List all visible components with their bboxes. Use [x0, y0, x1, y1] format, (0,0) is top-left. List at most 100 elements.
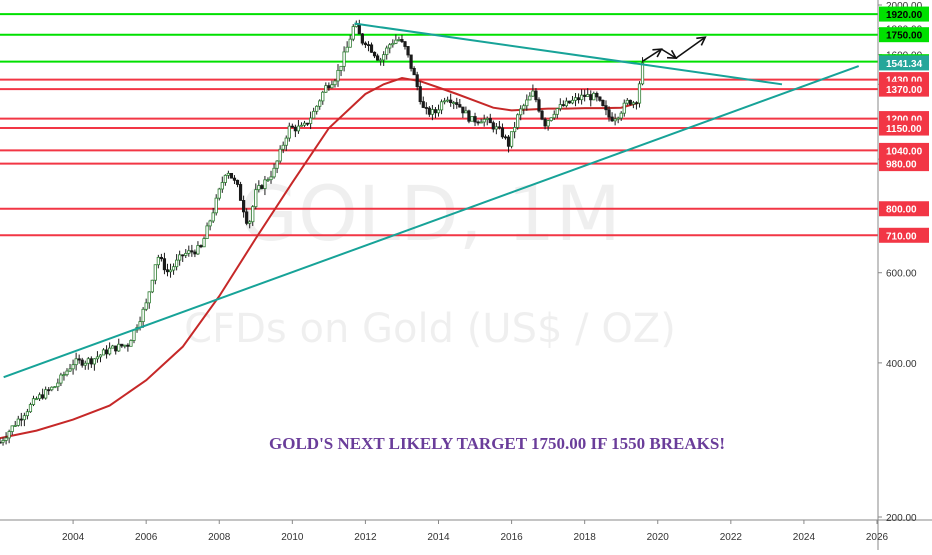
candle-body	[153, 264, 157, 281]
candle-body	[68, 368, 72, 372]
candle-body	[62, 374, 66, 377]
candle-body	[610, 116, 614, 122]
moving-average-line	[0, 76, 640, 440]
candle-body	[104, 349, 109, 355]
trendlines	[3, 22, 860, 379]
level-tag-1920.00	[879, 6, 929, 22]
candle-body	[379, 59, 383, 62]
level-tag-label: 1370.00	[886, 85, 923, 96]
candle-body	[184, 252, 188, 256]
candle-body	[525, 99, 529, 107]
candle-body	[589, 94, 593, 101]
candle-body	[56, 382, 60, 388]
candle-body	[394, 39, 398, 44]
candle-body	[385, 47, 389, 56]
candle-body	[357, 24, 361, 35]
candle-body	[570, 99, 575, 104]
projection-arrows	[642, 36, 707, 62]
moving-average	[0, 76, 640, 440]
candle-body	[120, 343, 124, 347]
candle-body	[147, 291, 151, 304]
level-tag-label: 710.00	[886, 231, 917, 242]
level-tag-1750.00	[879, 27, 929, 43]
candle-body	[315, 105, 319, 112]
x-tick-label: 2026	[866, 532, 889, 543]
candle-body	[205, 225, 209, 240]
x-tick-label: 2020	[647, 532, 670, 543]
candle-body	[223, 174, 227, 183]
candle-body	[299, 124, 304, 127]
candle-body	[272, 167, 276, 178]
candle-body	[31, 398, 36, 405]
level-tag-label: 800.00	[886, 205, 917, 216]
candle-body	[607, 109, 611, 118]
candle-body	[123, 344, 127, 347]
x-tick-label: 2014	[427, 532, 450, 543]
level-tag-710.00	[879, 227, 929, 243]
candle-body	[321, 91, 325, 102]
candle-body	[111, 345, 115, 349]
candle-body	[369, 44, 374, 53]
candle-body	[540, 110, 544, 120]
candle-body	[175, 259, 179, 268]
x-tick-label: 2006	[135, 532, 158, 543]
candle-body	[41, 394, 45, 399]
candle-body	[345, 46, 349, 53]
candle-body	[114, 345, 118, 352]
candle-body	[637, 83, 642, 104]
projection-arrow-1	[642, 48, 662, 62]
candle-body	[47, 389, 51, 392]
candle-body	[4, 437, 8, 441]
candle-body	[491, 122, 495, 130]
level-tag-1370.00	[879, 81, 929, 97]
candle-body	[476, 121, 480, 124]
candle-body	[86, 358, 90, 364]
candle-body	[576, 97, 581, 101]
candle-body	[296, 125, 301, 132]
candle-body	[22, 415, 26, 421]
candle-body	[254, 189, 258, 208]
watermark: GOLD, 1M CFDs on Gold (US$ / OZ)	[184, 169, 676, 352]
watermark-symbol: GOLD, 1M	[239, 169, 621, 258]
candle-body	[214, 197, 218, 214]
candle-body	[467, 110, 471, 122]
candle-body	[318, 100, 322, 107]
candle-body	[455, 102, 459, 105]
candle-body	[458, 104, 462, 108]
candle-body	[217, 188, 221, 199]
candle-body	[528, 95, 532, 101]
current-price-tag	[879, 55, 929, 71]
candle-body	[595, 92, 599, 98]
candle-body	[34, 398, 39, 401]
candle-body	[28, 404, 33, 413]
candle-body	[427, 107, 431, 115]
candle-body	[330, 84, 334, 89]
candle-body	[415, 74, 419, 87]
candle-body	[531, 90, 535, 97]
candle-body	[449, 99, 453, 104]
x-tick-label: 2012	[354, 532, 377, 543]
x-tick-label: 2004	[62, 532, 85, 543]
level-tag-label: 1150.00	[886, 124, 922, 135]
candle-body	[516, 114, 520, 128]
candle-body	[278, 148, 282, 162]
candle-body	[171, 266, 176, 271]
candle-body	[108, 347, 112, 355]
candle-body	[613, 118, 617, 122]
candle-body	[129, 340, 133, 347]
candle-body	[351, 26, 355, 40]
candle-body	[580, 94, 584, 101]
candle-body	[196, 245, 200, 255]
candle-body	[257, 185, 261, 191]
y-tick-label: 2000.00	[886, 1, 923, 12]
candle-body	[290, 125, 294, 128]
projection-arrow-2	[660, 48, 677, 59]
candle-body	[190, 250, 194, 253]
candle-body	[226, 172, 230, 176]
level-tag-1150.00	[879, 120, 929, 136]
candle-body	[506, 136, 511, 147]
candle-body	[141, 308, 145, 323]
candle-body	[388, 44, 392, 49]
